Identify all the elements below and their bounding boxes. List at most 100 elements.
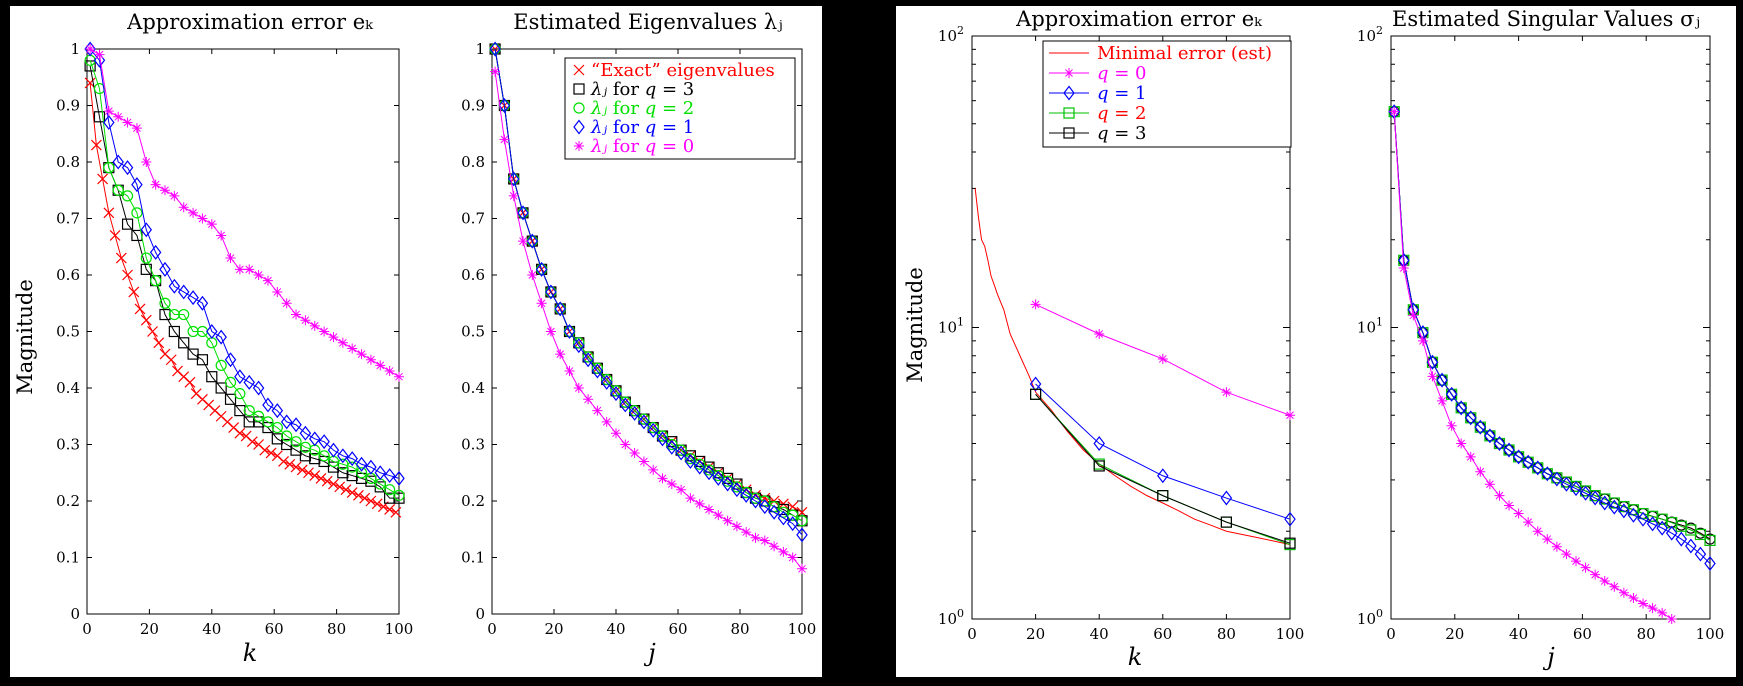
x-tick-label: 80 (1637, 625, 1656, 643)
marker-circle (253, 410, 265, 422)
marker-star (1456, 438, 1467, 449)
marker-diamond (675, 445, 687, 461)
marker-star (347, 343, 358, 354)
marker-diamond (1426, 354, 1439, 370)
marker-star (206, 219, 217, 230)
marker-circle (684, 453, 697, 465)
marker-square (168, 325, 180, 338)
marker-diamond (628, 405, 641, 421)
marker-star (1618, 587, 1629, 598)
right-figure-background (896, 6, 1736, 677)
marker-diamond (121, 160, 134, 176)
marker-star (620, 439, 631, 450)
marker-diamond (1512, 449, 1525, 465)
marker-diamond (1570, 481, 1582, 497)
marker-x (109, 230, 121, 241)
marker-star (1465, 451, 1476, 462)
marker-star (583, 394, 594, 405)
marker-x (315, 472, 327, 484)
marker-diamond (796, 527, 808, 543)
marker-star (150, 179, 161, 190)
x-tick-label: 40 (202, 620, 221, 638)
marker-star (759, 535, 770, 546)
chart-eigenvalues: Estimated Eigenvalues λⱼ j 0 20 40 60 80 100 0… (461, 10, 816, 667)
marker-square (337, 467, 349, 479)
marker-diamond (243, 374, 255, 390)
marker-star (1666, 614, 1677, 624)
x-axis-label: k (243, 639, 258, 667)
marker-star (394, 371, 404, 382)
marker-x (90, 139, 102, 151)
marker-circle (103, 162, 115, 174)
marker-diamond (684, 453, 697, 469)
marker-circle (638, 413, 650, 425)
marker-diamond (498, 98, 511, 113)
marker-star (573, 383, 584, 393)
marker-star (1571, 556, 1582, 567)
marker-x (353, 489, 364, 501)
marker-diamond (545, 284, 557, 300)
marker-star (666, 479, 677, 490)
chart-singular-values: Estimated Singular Values σⱼ j 0 20 40 60 80… (1357, 7, 1724, 671)
marker-star (787, 552, 798, 563)
marker-x (184, 376, 196, 388)
marker-star (178, 202, 189, 213)
marker-diamond (262, 397, 274, 413)
legend: Minimal error (est)q = 0q = 1q = 2q = 3 (1042, 40, 1292, 148)
marker-circle (346, 461, 358, 473)
marker-square (318, 455, 330, 468)
marker-x (328, 478, 339, 490)
series-line (1393, 111, 1672, 620)
x-tick-label: 60 (1573, 625, 1592, 643)
marker-diamond (177, 284, 190, 300)
marker-star (611, 428, 621, 439)
marker-circle (666, 438, 678, 451)
marker-diamond (1656, 520, 1668, 536)
marker-diamond (703, 465, 715, 481)
marker-x (134, 303, 146, 315)
marker-star (676, 484, 687, 495)
marker-diamond (600, 374, 613, 390)
marker-diamond (573, 119, 585, 135)
legend-label: q = 1 (1097, 83, 1147, 104)
marker-x (334, 481, 346, 493)
marker-diamond (224, 352, 237, 368)
marker-x (246, 436, 258, 448)
marker-diamond (1694, 546, 1707, 562)
marker-x (384, 504, 396, 515)
x-tick-label: 80 (327, 620, 346, 638)
marker-diamond (656, 431, 669, 447)
marker-diamond (1029, 376, 1042, 392)
marker-diamond (1531, 460, 1544, 476)
marker-diamond (103, 114, 115, 130)
x-tick-label: 20 (544, 620, 563, 638)
marker-star (648, 464, 659, 475)
chart-title: Approximation error eₖ (1015, 7, 1263, 31)
marker-star (103, 106, 114, 117)
marker-star (1389, 106, 1400, 117)
marker-star (1580, 562, 1591, 573)
marker-x (359, 492, 371, 504)
marker-star (1532, 526, 1543, 537)
marker-circle (121, 190, 134, 202)
marker-diamond (1474, 419, 1487, 435)
marker-star (750, 532, 761, 543)
marker-star (1417, 335, 1428, 346)
series-exact (84, 77, 402, 518)
marker-x (759, 492, 771, 504)
marker-star (1285, 410, 1295, 421)
marker-star (244, 264, 255, 275)
marker-star (1628, 593, 1639, 604)
y-tick-label: 0.9 (461, 97, 485, 115)
marker-diamond (159, 261, 171, 277)
x-tick-label: 20 (140, 620, 159, 638)
marker-diamond (196, 295, 209, 311)
marker-diamond (1637, 511, 1649, 527)
marker-x (97, 173, 109, 185)
marker-star (638, 456, 649, 467)
x-tick-label: 60 (265, 620, 284, 638)
x-tick-label: 100 (1276, 625, 1305, 643)
marker-star (309, 320, 320, 331)
marker-star (499, 134, 510, 145)
